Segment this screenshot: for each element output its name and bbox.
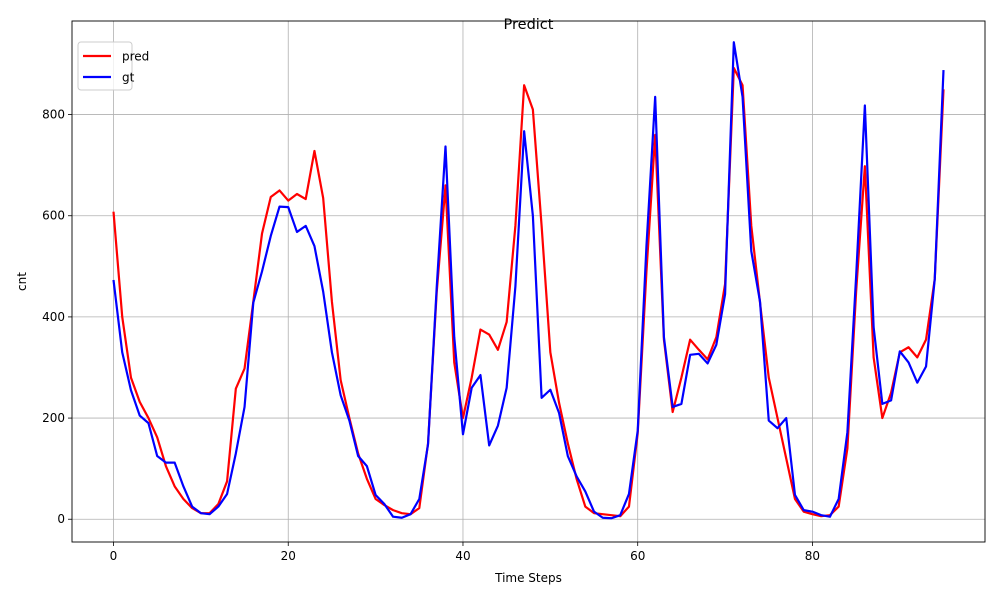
- x-axis: 0 20 40 60 80: [110, 542, 820, 563]
- x-axis-label: Time Steps: [494, 571, 562, 585]
- chart-title: Predict: [504, 17, 554, 33]
- y-tick-label: 0: [57, 512, 65, 526]
- legend-label-pred: pred: [122, 50, 149, 64]
- y-tick-label: 400: [42, 310, 65, 324]
- legend: pred gt: [77, 41, 149, 91]
- series-line-gt: [112, 41, 945, 520]
- plot-background: [72, 21, 985, 542]
- y-tick-label: 600: [42, 209, 65, 223]
- y-tick-label: 800: [42, 108, 65, 122]
- x-tick-label: 60: [630, 549, 645, 563]
- x-tick-label: 80: [805, 549, 820, 563]
- legend-label-gt: gt: [122, 71, 135, 85]
- x-tick-label: 20: [281, 549, 296, 563]
- series-layer: [112, 41, 945, 520]
- y-axis: 0 200 400 600 800: [42, 108, 72, 526]
- plot-area: [71, 20, 986, 543]
- grid-lines: [72, 21, 985, 542]
- plot-frame: [71, 20, 986, 543]
- y-axis-label: cnt: [15, 272, 29, 291]
- x-tick-label: 0: [110, 549, 118, 563]
- x-tick-label: 40: [455, 549, 470, 563]
- y-tick-label: 200: [42, 411, 65, 425]
